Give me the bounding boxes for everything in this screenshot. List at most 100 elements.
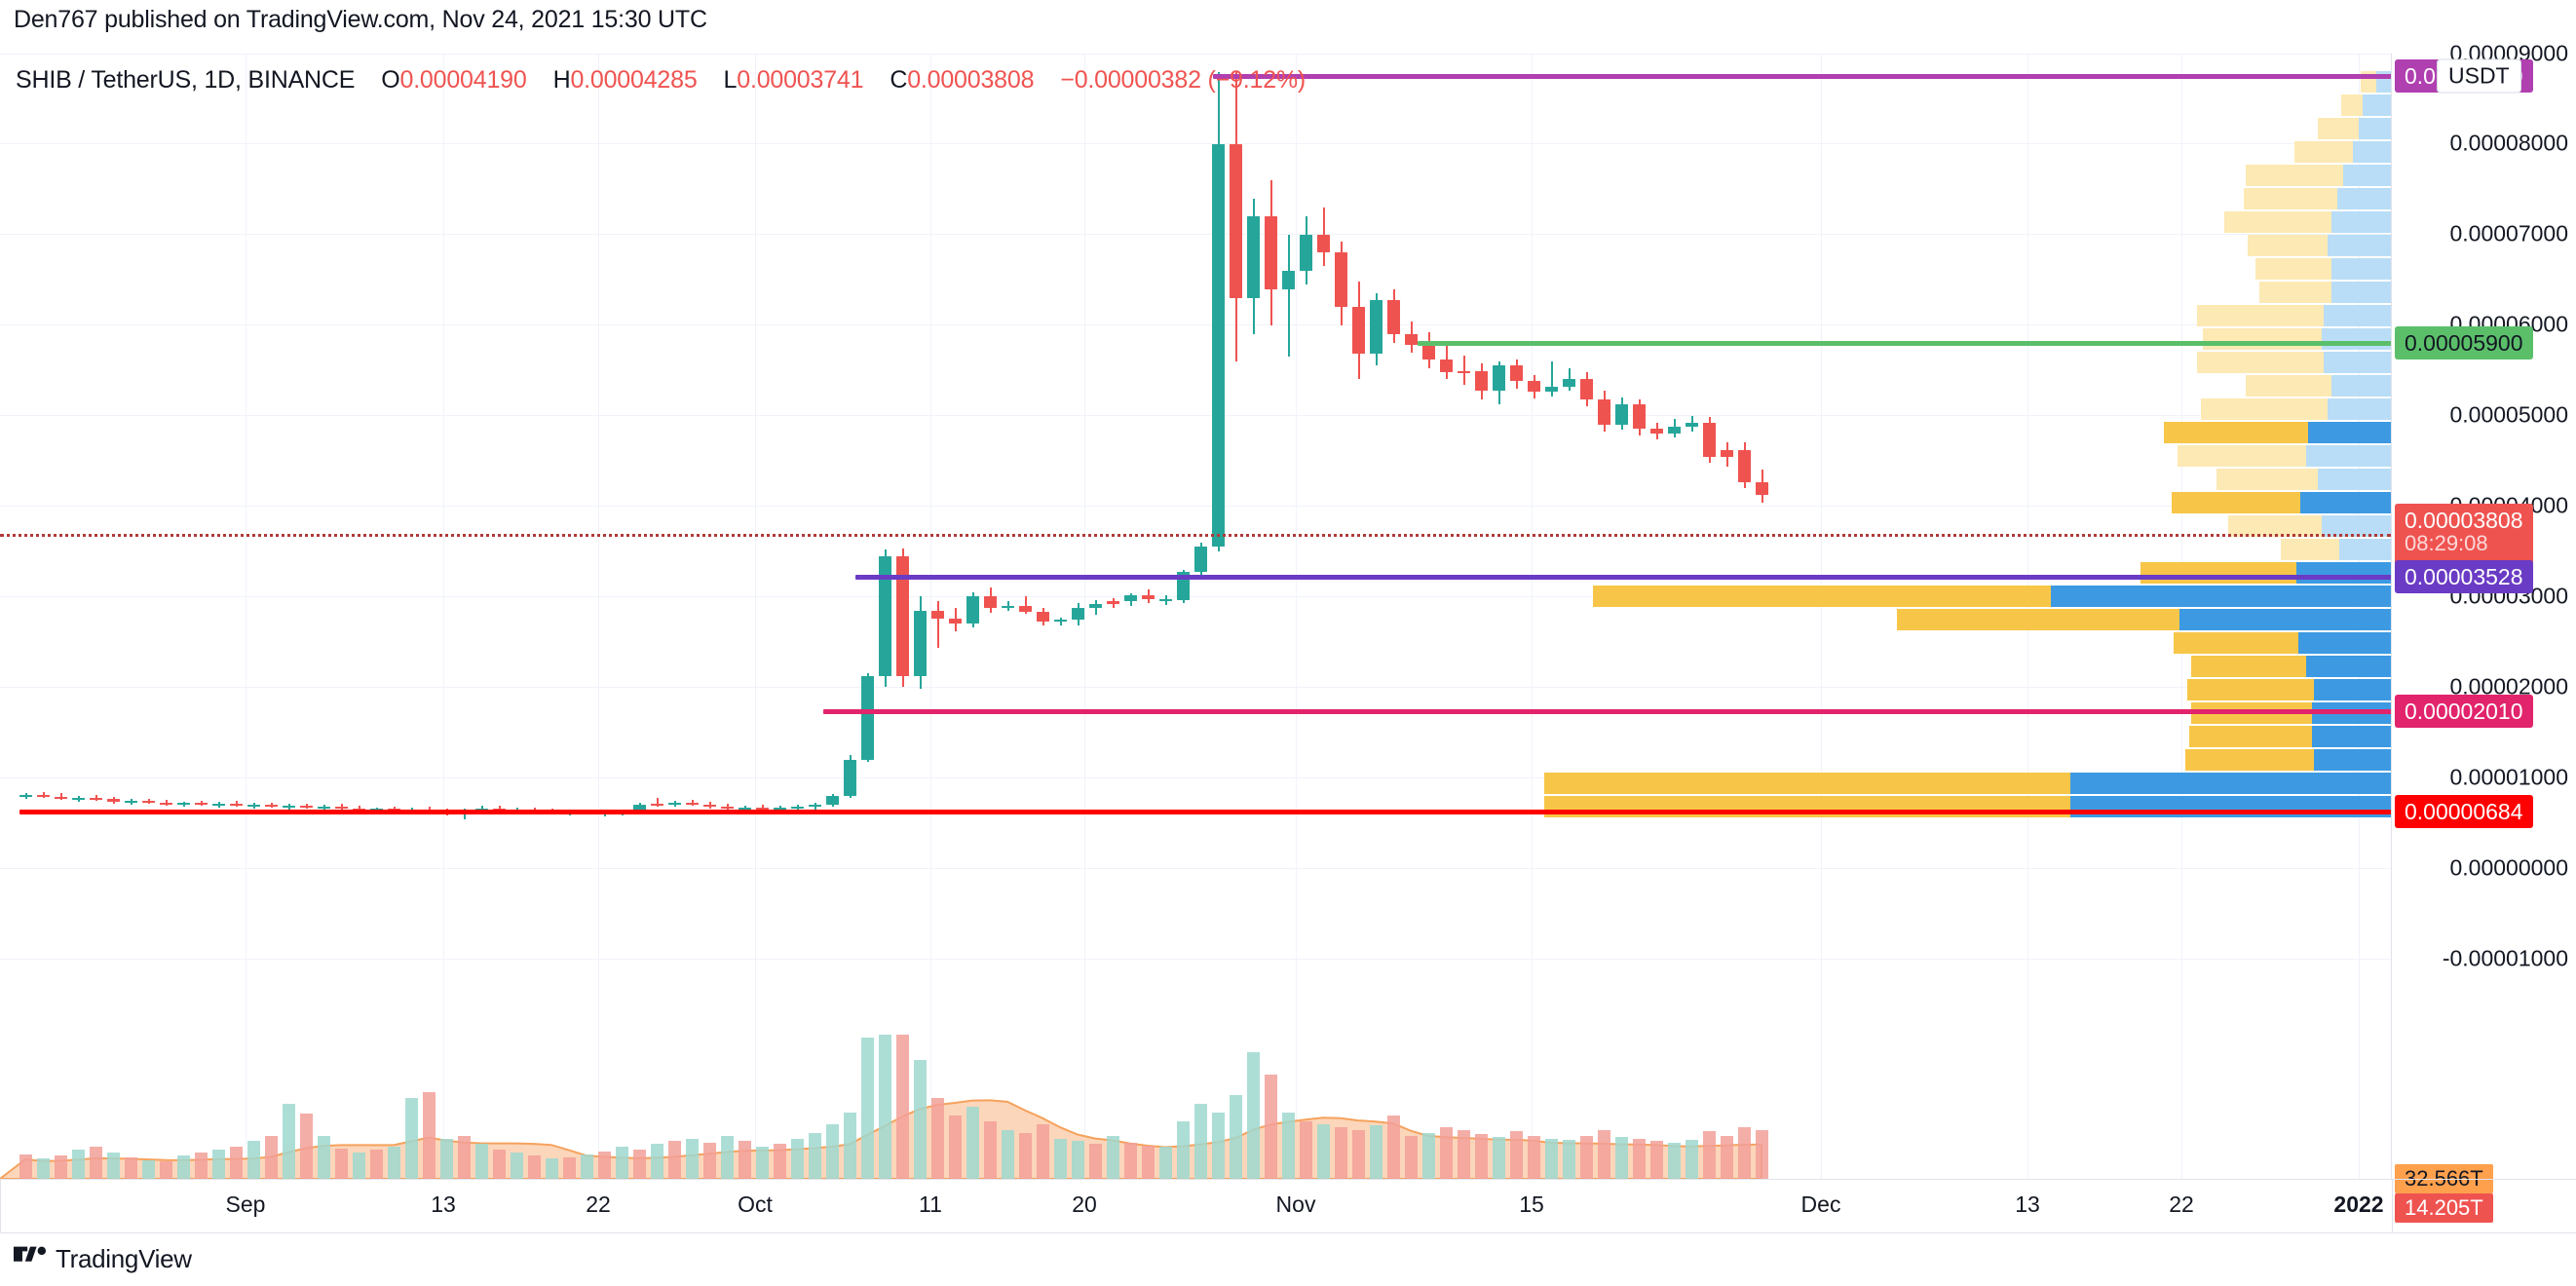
horizontal-gridline [0,324,2391,325]
candle-wick [1463,356,1465,385]
stop-line-red[interactable] [19,810,2391,814]
candle-wick [1095,600,1097,615]
volume-profile-row [2224,211,2391,233]
candle-body [1159,599,1172,602]
volume-bar [563,1156,576,1179]
volume-bar [1387,1115,1400,1179]
volume-profile-buy-segment [1593,586,2051,607]
volume-bar [1002,1129,1014,1179]
volume-profile-row [2140,562,2391,584]
price-axis-tick: 0.00007000 [2449,220,2568,246]
candle-body [1668,426,1681,435]
volume-profile-row [2197,305,2391,326]
volume-profile-buy-segment [2318,118,2359,139]
candle-body [931,611,944,619]
entry-line-violet[interactable] [855,575,2391,580]
chart-frame: 0.00009000 0.00008000 0.00007000 0.00006000… [0,41,2576,1223]
legend-change: −0.00000382 (−9.12%) [1060,66,1307,94]
candle-body [1510,364,1523,382]
time-axis-separator [2392,1180,2393,1232]
volume-bar [1335,1126,1347,1179]
volume-profile-row [2341,95,2391,116]
support-line-pink[interactable] [823,709,2391,714]
last-price-label[interactable]: 0.00003808 08:29:08 [2395,504,2533,564]
legend-low-key: L [723,66,738,94]
candle-body [774,807,786,810]
footer-branding: TradingView [14,1244,192,1274]
volume-profile-row [1593,586,2391,607]
volume-bar [1317,1123,1330,1179]
volume-profile-row [2185,749,2391,771]
volume-bar [160,1161,172,1179]
volume-profile-sell-segment [2324,305,2391,326]
volume-bar [1352,1129,1365,1179]
resistance-line-purple[interactable] [1213,74,2391,79]
chart-plot-area[interactable] [0,54,2392,1179]
last-price-line-dotted[interactable] [0,534,2391,537]
volume-profile-sell-segment [2296,562,2391,584]
volume-bar [844,1112,856,1179]
volume-bar [458,1135,471,1179]
candle-body [1265,216,1277,289]
candle-body [1107,601,1119,604]
candle-body [1002,605,1014,608]
candle-body [1405,333,1418,346]
volume-profile-buy-segment [2294,141,2353,163]
volume-profile-buy-segment [2197,352,2324,373]
legend-high-key: H [552,66,571,94]
volume-bar [1159,1147,1172,1179]
volume-profile-sell-segment [2331,211,2391,233]
volume-profile-buy-segment [2178,445,2306,467]
volume-profile-row [2228,515,2391,537]
volume-bar [1282,1112,1295,1179]
support-pink-label[interactable]: 0.00002010 [2395,695,2533,728]
volume-bar [598,1151,611,1179]
volume-bar [283,1103,295,1179]
candle-body [37,794,50,797]
horizontal-gridline [0,143,2391,144]
time-axis[interactable]: Sep 13 22 Oct 11 20 Nov 15 Dec 13 22 2022 [0,1179,2576,1233]
volume-profile-sell-segment [2314,679,2391,700]
volume-bar [1633,1138,1646,1179]
currency-chip[interactable]: USDT [2437,58,2521,94]
legend-symbol[interactable]: SHIB / TetherUS, 1D, BINANCE [16,66,356,94]
candle-body [212,804,225,807]
volume-profile-row [1544,773,2391,794]
volume-bar [861,1037,874,1179]
candle-body [1335,252,1347,308]
volume-bar [265,1135,278,1179]
price-axis[interactable]: 0.00009000 0.00008000 0.00007000 0.00006000… [2392,41,2576,1223]
vertical-gridline [598,54,599,1179]
candle-body [651,804,663,807]
volume-value-label: 14.205T [2395,1193,2493,1223]
volume-profile-buy-segment [2246,375,2331,397]
stop-red-label[interactable]: 0.00000684 [2395,795,2533,828]
candle-body [1387,299,1400,334]
volume-bar [1598,1129,1610,1179]
volume-bar [1089,1144,1102,1179]
candle-body [72,797,85,800]
volume-profile-buy-segment [2246,165,2343,186]
volume-bar [651,1144,663,1179]
entry-violet-label[interactable]: 0.00003528 [2395,560,2533,593]
target-line-green[interactable] [1418,341,2391,346]
horizontal-gridline [0,415,2391,416]
candle-body [142,801,155,804]
volume-profile-row [2164,422,2391,443]
publish-attribution: Den767 published on TradingView.com, Nov… [14,6,707,33]
volume-bar [616,1147,628,1179]
volume-profile-buy-segment [2255,258,2331,280]
volume-profile-buy-segment [1897,609,2179,630]
volume-bar [107,1153,120,1179]
volume-profile-sell-segment [2331,375,2391,397]
candle-body [1300,234,1312,271]
volume-profile-row [2246,165,2391,186]
volume-bar [1142,1145,1155,1179]
candle-body [1615,404,1628,425]
candle-body [1089,603,1102,608]
volume-bar [1510,1131,1523,1179]
volume-bar [879,1034,891,1179]
volume-profile-buy-segment [2201,398,2328,420]
candle-body [1352,307,1365,355]
target-green-label[interactable]: 0.00005900 [2395,326,2533,359]
